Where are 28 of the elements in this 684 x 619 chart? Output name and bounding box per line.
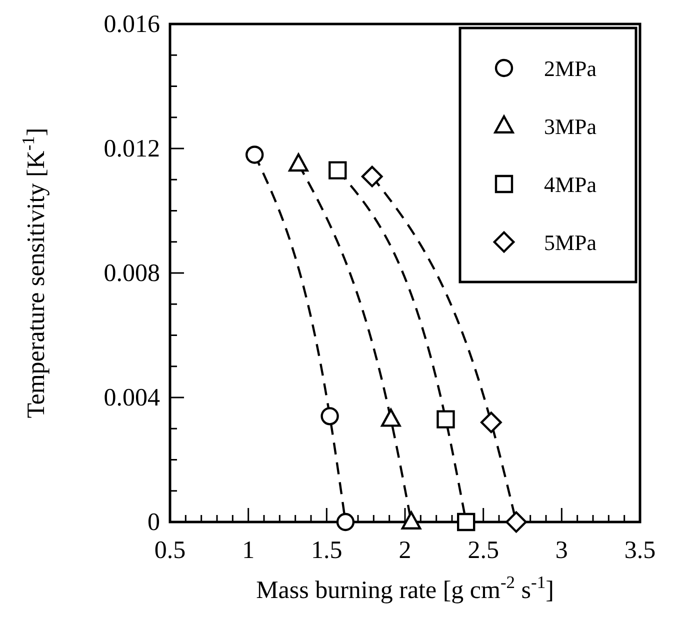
point bbox=[361, 166, 383, 188]
y-tick-label: 0.012 bbox=[104, 136, 160, 162]
legend-label: 3MPa bbox=[544, 114, 597, 139]
y-tick-label: 0.016 bbox=[104, 11, 160, 38]
y-tick-label: 0.008 bbox=[104, 260, 160, 287]
y-tick-label: 0.004 bbox=[104, 384, 160, 412]
legend-label: 4MPa bbox=[544, 172, 597, 197]
point bbox=[381, 408, 401, 427]
point bbox=[246, 146, 264, 164]
x-tick-label: 1.5 bbox=[311, 537, 342, 564]
point bbox=[320, 407, 339, 426]
point bbox=[480, 412, 502, 434]
point bbox=[506, 511, 527, 533]
point bbox=[336, 512, 355, 532]
x-tick-label: 2.5 bbox=[468, 537, 499, 564]
x-axis-title: Mass burning rate [g cm$^{-2}$ s$^{-1}$] bbox=[256, 572, 554, 604]
legend-label: 5MPa bbox=[544, 230, 597, 255]
point bbox=[328, 161, 347, 180]
point bbox=[288, 153, 308, 172]
point bbox=[436, 410, 455, 428]
x-tick-label: 0.5 bbox=[154, 537, 186, 564]
legend-label: 2MPa bbox=[544, 56, 597, 81]
x-tick-label: 3.5 bbox=[624, 537, 656, 564]
x-tick-label: 3 bbox=[555, 537, 568, 564]
y-tick-label: 0 bbox=[148, 509, 160, 536]
x-tick-label: 1 bbox=[242, 537, 255, 564]
x-tick-label: 2 bbox=[398, 537, 412, 564]
point bbox=[457, 512, 476, 532]
